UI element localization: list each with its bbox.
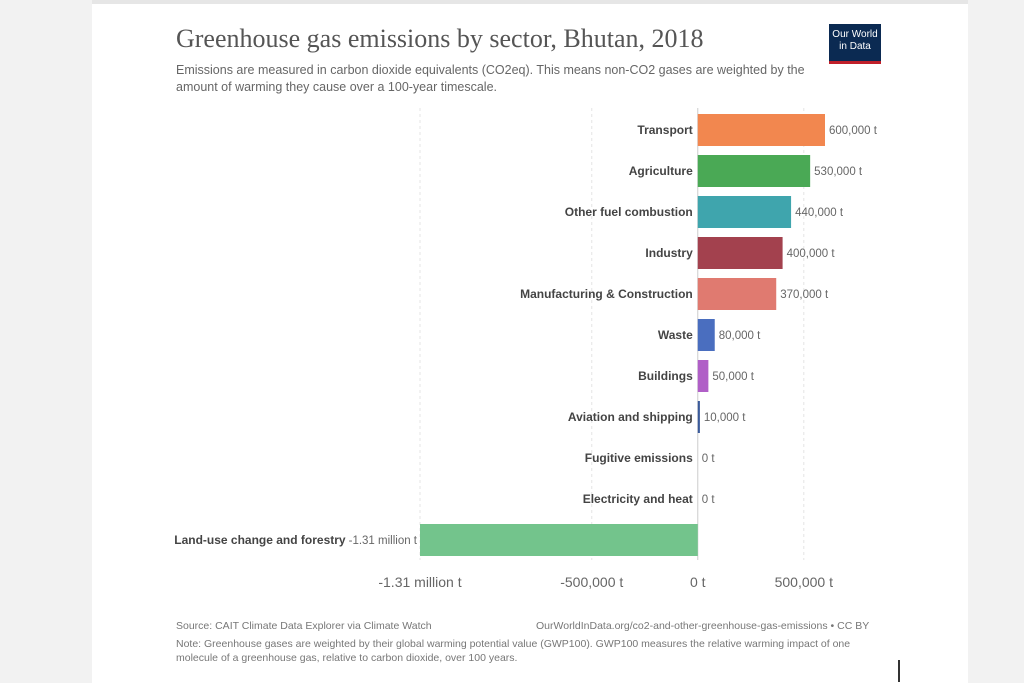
value-label: 50,000 t (712, 371, 754, 383)
value-label: 400,000 t (787, 248, 836, 260)
category-label: Aviation and shipping (568, 410, 693, 424)
category-label: Electricity and heat (583, 492, 693, 506)
top-strip (92, 0, 968, 4)
footer-source[interactable]: Source: CAIT Climate Data Explorer via C… (176, 620, 432, 632)
bar-1 (697, 155, 811, 187)
logo-line-1: Our World (832, 29, 878, 40)
bar-2 (697, 196, 792, 228)
x-tick-label: 500,000 t (775, 574, 833, 590)
category-label: Fugitive emissions (585, 451, 693, 465)
logo-line-2: in Data (839, 41, 871, 52)
value-label: 370,000 t (780, 289, 829, 301)
footer-url[interactable]: OurWorldInData.org/co2-and-other-greenho… (536, 620, 870, 632)
footer-note: Note: Greenhouse gases are weighted by t… (176, 638, 851, 664)
value-label: 10,000 t (704, 412, 746, 424)
chart-subtitle: Emissions are measured in carbon dioxide… (176, 63, 805, 94)
category-label: Other fuel combustion (565, 205, 693, 219)
bar-7 (697, 401, 700, 433)
value-label: 600,000 t (829, 125, 878, 137)
category-label: Land-use change and forestry (174, 533, 346, 547)
category-label: Waste (658, 328, 693, 342)
value-label: 0 t (702, 494, 716, 506)
bar-5 (697, 319, 715, 351)
value-label: 440,000 t (795, 207, 844, 219)
bar-0 (697, 114, 825, 146)
category-label: Manufacturing & Construction (520, 287, 693, 301)
value-label: 80,000 t (719, 330, 761, 342)
value-label: 530,000 t (814, 166, 863, 178)
x-tick-label: -1.31 million t (378, 574, 461, 590)
x-tick-label: -500,000 t (560, 574, 623, 590)
category-label: Transport (637, 123, 692, 137)
bar-10 (420, 524, 698, 556)
value-label: -1.31 million t (349, 535, 418, 547)
chart-title: Greenhouse gas emissions by sector, Bhut… (176, 24, 704, 53)
category-label: Buildings (638, 369, 693, 383)
category-label: Agriculture (629, 164, 693, 178)
bar-4 (697, 278, 777, 310)
value-label: 0 t (702, 453, 716, 465)
bar-6 (697, 360, 709, 392)
text-cursor (898, 660, 900, 682)
x-tick-label: 0 t (690, 574, 706, 590)
category-label: Industry (645, 246, 693, 260)
owid-logo[interactable]: Our World in Data (829, 24, 881, 64)
bar-3 (697, 237, 783, 269)
